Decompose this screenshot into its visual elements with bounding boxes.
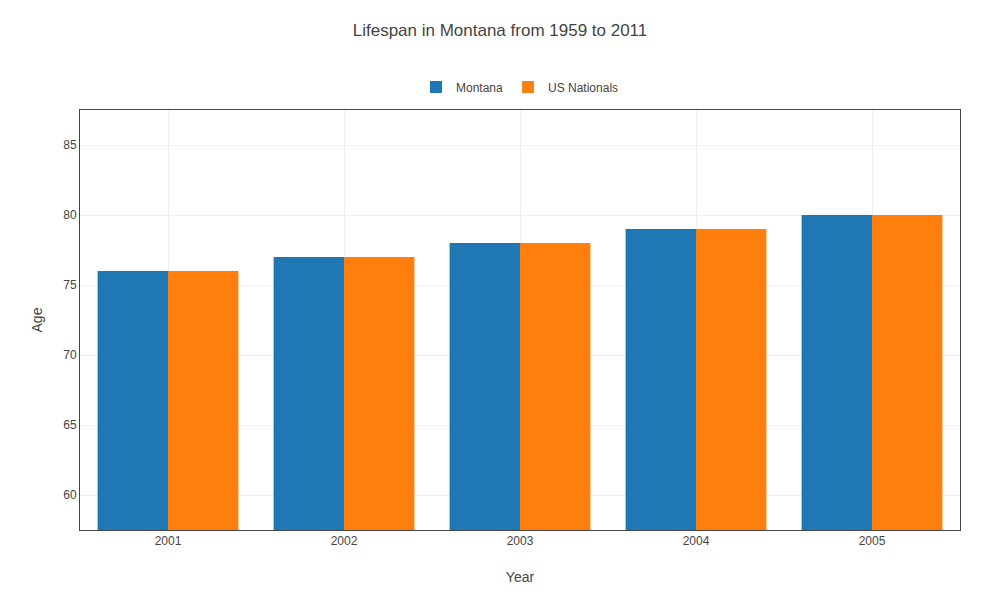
svg-text:2003: 2003 bbox=[507, 534, 534, 548]
svg-text:Montana: Montana bbox=[456, 81, 503, 95]
svg-text:Lifespan in Montana from 1959: Lifespan in Montana from 1959 to 2011 bbox=[353, 21, 648, 40]
svg-text:80: 80 bbox=[63, 208, 77, 222]
svg-text:US Nationals: US Nationals bbox=[548, 81, 618, 95]
svg-text:65: 65 bbox=[63, 418, 77, 432]
svg-text:70: 70 bbox=[63, 348, 77, 362]
svg-text:85: 85 bbox=[63, 138, 77, 152]
svg-text:75: 75 bbox=[63, 278, 77, 292]
svg-text:60: 60 bbox=[63, 488, 77, 502]
svg-text:2001: 2001 bbox=[155, 534, 182, 548]
svg-text:2004: 2004 bbox=[683, 534, 710, 548]
svg-text:2005: 2005 bbox=[859, 534, 886, 548]
svg-text:2002: 2002 bbox=[331, 534, 358, 548]
svg-text:Age: Age bbox=[29, 307, 45, 332]
svg-text:Year: Year bbox=[506, 569, 535, 585]
